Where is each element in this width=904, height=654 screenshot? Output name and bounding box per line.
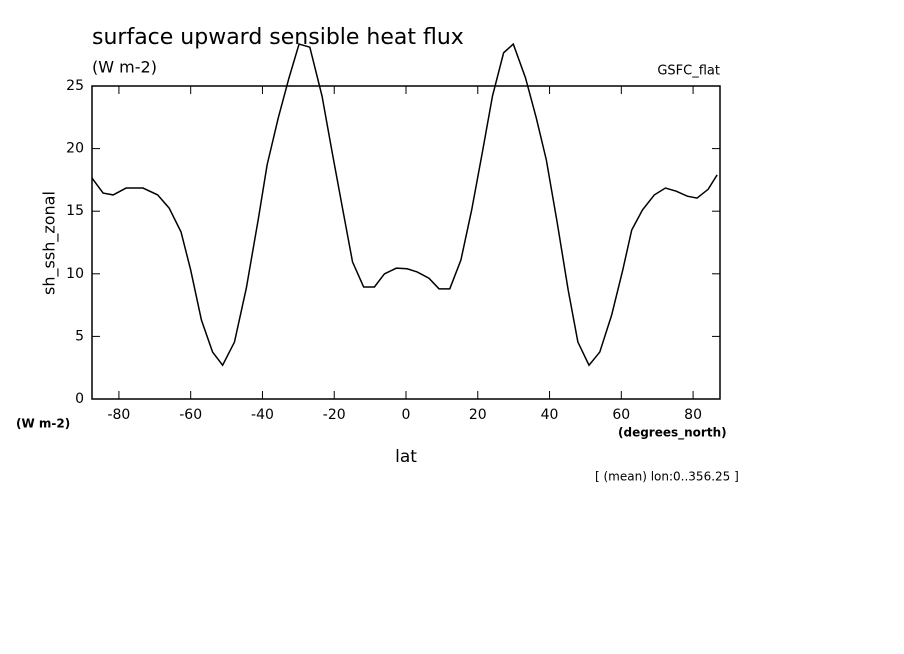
x-tick-label: -60	[179, 407, 202, 423]
model-label: GSFC_flat	[657, 64, 720, 79]
x-tick-label: 0	[402, 407, 411, 423]
x-tick-label: 60	[612, 407, 630, 423]
y-tick-label: 10	[66, 266, 84, 282]
x-tick-label: 20	[469, 407, 487, 423]
y-tick-label: 15	[66, 203, 84, 219]
x-axis-label: lat	[395, 447, 417, 467]
x-tick-label: -20	[323, 407, 346, 423]
units: (W m-2)	[92, 58, 157, 77]
x-tick-label: -80	[107, 407, 130, 423]
x-tick-label: 40	[541, 407, 559, 423]
y-tick-label: 0	[75, 391, 84, 407]
y-units: (W m-2)	[16, 417, 70, 431]
x-tick-label: 80	[684, 407, 702, 423]
x-units: (degrees_north)	[618, 426, 727, 441]
y-axis-label: sh_ssh_zonal	[40, 191, 60, 295]
y-tick-label: 20	[66, 141, 84, 157]
y-tick-label: 5	[75, 328, 84, 344]
y-tick-label: 25	[66, 78, 84, 94]
x-tick-label: -40	[251, 407, 274, 423]
note: [ (mean) lon:0..356.25 ]	[595, 470, 739, 484]
chart-title: surface upward sensible heat flux	[92, 25, 464, 50]
data-line	[91, 42, 718, 367]
